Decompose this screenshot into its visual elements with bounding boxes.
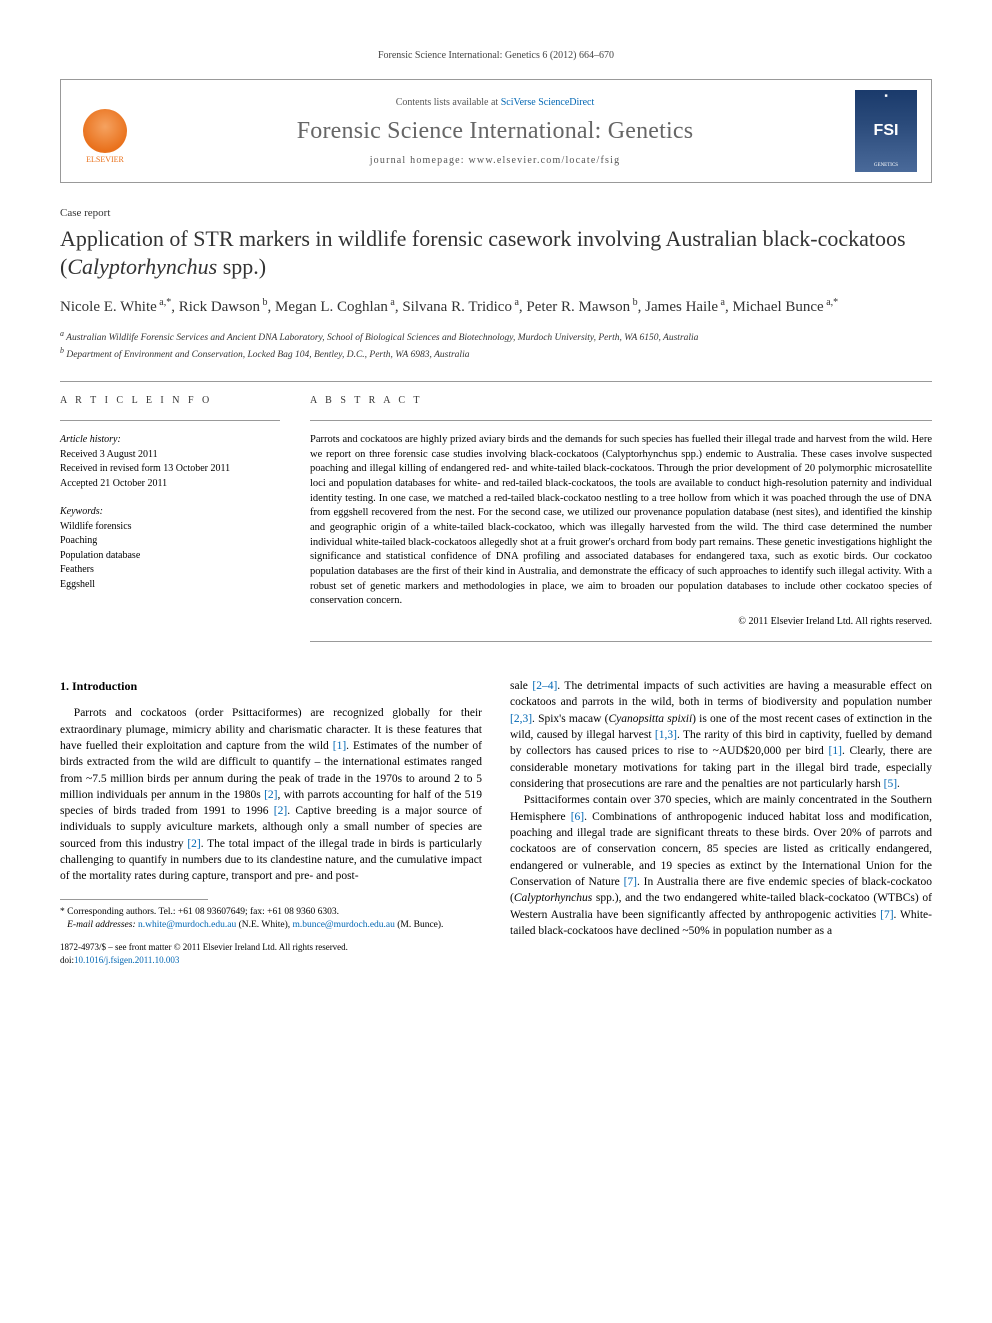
article-title: Application of STR markers in wildlife f… [60,225,932,280]
keywords-block: Keywords: Wildlife forensics Poaching Po… [60,505,280,592]
cite-link[interactable]: [1,3] [655,729,677,741]
abstract-bottom-rule [310,641,932,642]
homepage-prefix: journal homepage: [370,155,469,166]
abstract-block: A B S T R A C T Parrots and cockatoos ar… [310,394,932,654]
history-label: Article history: [60,433,280,448]
corresponding-footnote: * Corresponding authors. Tel.: +61 08 93… [60,906,482,932]
author-list: Nicole E. White a,*, Rick Dawson b, Mega… [60,296,932,318]
doi-line: doi:10.1016/j.fsigen.2011.10.003 [60,954,482,966]
journal-header-center: Contents lists available at SciVerse Sci… [149,97,841,166]
doi-link[interactable]: 10.1016/j.fsigen.2011.10.003 [74,955,179,965]
cite-link[interactable]: [6] [571,811,584,823]
keyword: Population database [60,549,280,564]
footnote-rule [60,899,208,900]
issn-line: 1872-4973/$ – see front matter © 2011 El… [60,941,482,953]
abstract-head: A B S T R A C T [310,394,932,408]
title-species: Calyptorhynchus [67,254,217,279]
article-info-head: A R T I C L E I N F O [60,394,280,409]
cite-link[interactable]: [7] [624,876,637,888]
cite-link[interactable]: [2] [264,789,277,801]
history-received: Received 3 August 2011 [60,448,280,463]
publisher-name: ELSEVIER [86,155,124,164]
cite-link[interactable]: [2] [274,805,287,817]
info-abstract-row: A R T I C L E I N F O Article history: R… [60,394,932,654]
cite-link[interactable]: [1] [333,740,346,752]
top-rule [60,381,932,382]
cite-link[interactable]: [2,3] [510,713,532,725]
journal-homepage-line: journal homepage: www.elsevier.com/locat… [149,155,841,166]
keyword: Feathers [60,563,280,578]
affiliations: a Australian Wildlife Forensic Services … [60,328,932,363]
abstract-text: Parrots and cockatoos are highly prized … [310,433,932,609]
cover-abbrev: FSI [874,122,899,140]
cite-link[interactable]: [1] [829,745,842,757]
body-para-1: Parrots and cockatoos (order Psittacifor… [60,705,482,885]
contents-prefix: Contents lists available at [396,97,501,108]
body-para-3: Psittaciformes contain over 370 species,… [510,792,932,939]
abstract-rule [310,420,932,421]
elsevier-logo: ELSEVIER [75,98,135,164]
homepage-url[interactable]: www.elsevier.com/locate/fsig [469,155,621,166]
email-name-2: (M. Bunce). [395,920,444,930]
cite-link[interactable]: [7] [880,909,893,921]
issn-doi-block: 1872-4973/$ – see front matter © 2011 El… [60,941,482,965]
journal-cover-thumbnail: ■ FSI GENETICS [855,90,917,172]
abstract-copyright: © 2011 Elsevier Ireland Ltd. All rights … [310,615,932,629]
email-name-1: (N.E. White), [236,920,290,930]
keywords-label: Keywords: [60,505,280,520]
cite-link[interactable]: [5] [884,778,897,790]
article-type: Case report [60,207,932,219]
contents-available-line: Contents lists available at SciVerse Sci… [149,97,841,108]
affiliation-a: a Australian Wildlife Forensic Services … [60,328,932,345]
history-accepted: Accepted 21 October 2011 [60,477,280,492]
journal-header-box: ELSEVIER Contents lists available at Sci… [60,79,932,183]
elsevier-tree-icon [83,109,127,153]
email-link[interactable]: m.bunce@murdoch.edu.au [292,920,394,930]
body-para-2: sale [2–4]. The detrimental impacts of s… [510,678,932,792]
keyword: Eggshell [60,578,280,593]
running-header: Forensic Science International: Genetics… [60,50,932,61]
email-label: E-mail addresses: [67,920,136,930]
cite-link[interactable]: [2–4] [532,680,557,692]
keyword: Wildlife forensics [60,520,280,535]
affiliation-b: b Department of Environment and Conserva… [60,345,932,362]
journal-name: Forensic Science International: Genetics [149,118,841,145]
body-columns: 1. Introduction Parrots and cockatoos (o… [60,678,932,966]
email-link[interactable]: n.white@murdoch.edu.au [138,920,236,930]
section-head-intro: 1. Introduction [60,678,482,695]
cover-top-text: ■ [884,94,887,99]
title-part-2: spp.) [217,254,266,279]
history-revised: Received in revised form 13 October 2011 [60,462,280,477]
keyword: Poaching [60,534,280,549]
corr-label: * Corresponding authors. Tel.: +61 08 93… [60,907,339,917]
info-rule-1 [60,420,280,421]
cite-link[interactable]: [2] [187,838,200,850]
sciencedirect-link[interactable]: SciVerse ScienceDirect [501,97,595,108]
article-info-block: A R T I C L E I N F O Article history: R… [60,394,280,654]
cover-sub-text: GENETICS [874,163,898,168]
